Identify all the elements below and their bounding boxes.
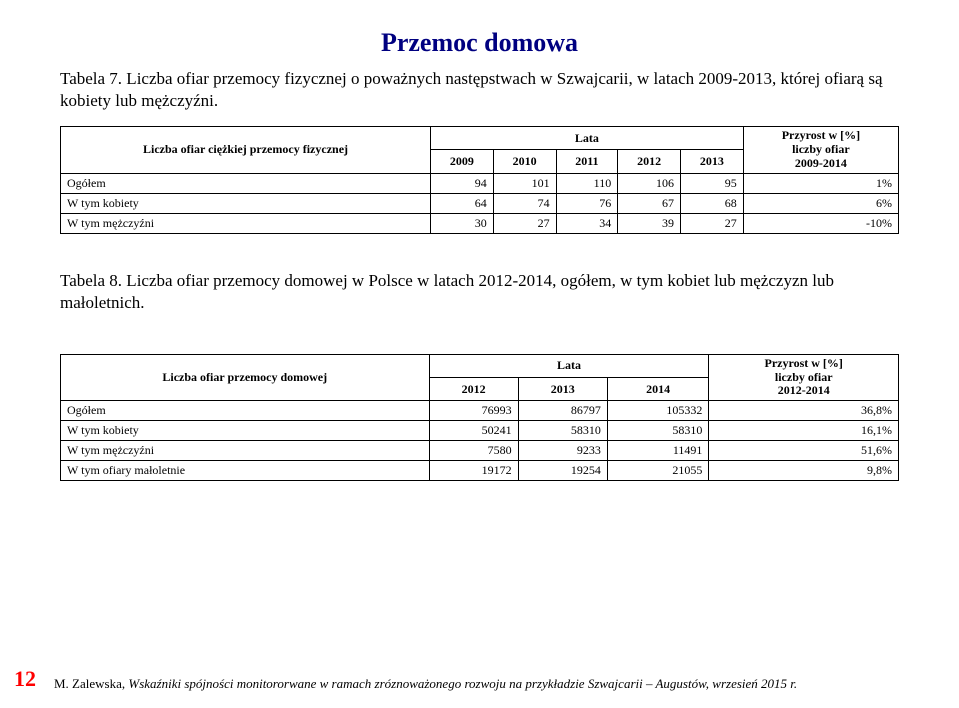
t2-r1-v0: 50241 xyxy=(429,421,518,441)
t1-r0-v0: 94 xyxy=(431,173,494,193)
t1-r0-v1: 101 xyxy=(493,173,556,193)
t2-r1-g: 16,1% xyxy=(709,421,899,441)
t1-r1-v4: 68 xyxy=(681,193,744,213)
table2-lata-header: Lata xyxy=(429,354,709,377)
table1-rowhead: Liczba ofiar ciężkiej przemocy fizycznej xyxy=(61,127,431,173)
table-row: W tym mężczyźni 7580 9233 11491 51,6% xyxy=(61,441,899,461)
t1-r1-v3: 67 xyxy=(618,193,681,213)
slide-page: Przemoc domowa Tabela 7. Liczba ofiar pr… xyxy=(0,0,959,708)
table-row: Ogółem 76993 86797 105332 36,8% xyxy=(61,401,899,421)
t1-r2-v4: 27 xyxy=(681,213,744,233)
spacer xyxy=(60,234,899,260)
table2-year-2: 2014 xyxy=(607,377,709,400)
table1-lata-header: Lata xyxy=(431,127,744,150)
table1-year-3: 2012 xyxy=(618,150,681,173)
t2-r0-v0: 76993 xyxy=(429,401,518,421)
table-row: W tym ofiary małoletnie 19172 19254 2105… xyxy=(61,461,899,481)
t2-r2-label: W tym mężczyźni xyxy=(61,441,430,461)
t1-r1-g: 6% xyxy=(743,193,898,213)
t2-r0-label: Ogółem xyxy=(61,401,430,421)
t2-r2-g: 51,6% xyxy=(709,441,899,461)
t1-r1-label: W tym kobiety xyxy=(61,193,431,213)
t2-r3-v0: 19172 xyxy=(429,461,518,481)
t2-r1-v2: 58310 xyxy=(607,421,709,441)
t2-r1-label: W tym kobiety xyxy=(61,421,430,441)
t2-r0-v2: 105332 xyxy=(607,401,709,421)
t1-r0-g: 1% xyxy=(743,173,898,193)
table2-growth-l3: 2012-2014 xyxy=(778,383,830,397)
page-number: 12 xyxy=(0,666,54,692)
t1-r2-v3: 39 xyxy=(618,213,681,233)
table2-growth-header: Przyrost w [%] liczby ofiar 2012-2014 xyxy=(709,354,899,400)
table1-growth-l1: Przyrost w [%] xyxy=(782,128,860,142)
t1-r0-label: Ogółem xyxy=(61,173,431,193)
t1-r2-v1: 27 xyxy=(493,213,556,233)
table2-header-row1: Liczba ofiar przemocy domowej Lata Przyr… xyxy=(61,354,899,377)
footer-text: M. Zalewska, Wskaźniki spójności monitor… xyxy=(54,676,797,692)
t1-r2-v2: 34 xyxy=(556,213,618,233)
t2-r3-v1: 19254 xyxy=(518,461,607,481)
table-row: W tym mężczyźni 30 27 34 39 27 -10% xyxy=(61,213,899,233)
table1-header-row1: Liczba ofiar ciężkiej przemocy fizycznej… xyxy=(61,127,899,150)
footer: 12 M. Zalewska, Wskaźniki spójności moni… xyxy=(0,666,959,692)
t1-r2-v0: 30 xyxy=(431,213,494,233)
table1-year-0: 2009 xyxy=(431,150,494,173)
table2-year-1: 2013 xyxy=(518,377,607,400)
t2-r2-v1: 9233 xyxy=(518,441,607,461)
table2-growth-l1: Przyrost w [%] xyxy=(764,356,842,370)
table1-growth-l3: 2009-2014 xyxy=(795,156,847,170)
table2-year-0: 2012 xyxy=(429,377,518,400)
t2-r2-v2: 11491 xyxy=(607,441,709,461)
t2-r0-v1: 86797 xyxy=(518,401,607,421)
table1-year-4: 2013 xyxy=(681,150,744,173)
t1-r0-v2: 110 xyxy=(556,173,618,193)
table2-rowhead: Liczba ofiar przemocy domowej xyxy=(61,354,430,400)
t1-r1-v0: 64 xyxy=(431,193,494,213)
spacer xyxy=(60,328,899,354)
table2: Liczba ofiar przemocy domowej Lata Przyr… xyxy=(60,354,899,481)
t1-r1-v2: 76 xyxy=(556,193,618,213)
slide-title: Przemoc domowa xyxy=(60,28,899,58)
table1-caption: Tabela 7. Liczba ofiar przemocy fizyczne… xyxy=(60,68,899,112)
t2-r3-label: W tym ofiary małoletnie xyxy=(61,461,430,481)
table-row: Ogółem 94 101 110 106 95 1% xyxy=(61,173,899,193)
table-row: W tym kobiety 50241 58310 58310 16,1% xyxy=(61,421,899,441)
table2-growth-l2: liczby ofiar xyxy=(775,370,833,384)
table-row: W tym kobiety 64 74 76 67 68 6% xyxy=(61,193,899,213)
t1-r0-v4: 95 xyxy=(681,173,744,193)
t2-r0-g: 36,8% xyxy=(709,401,899,421)
table1-year-1: 2010 xyxy=(493,150,556,173)
t2-r2-v0: 7580 xyxy=(429,441,518,461)
t2-r1-v1: 58310 xyxy=(518,421,607,441)
t1-r2-g: -10% xyxy=(743,213,898,233)
table1: Liczba ofiar ciężkiej przemocy fizycznej… xyxy=(60,126,899,233)
t2-r3-g: 9,8% xyxy=(709,461,899,481)
t1-r0-v3: 106 xyxy=(618,173,681,193)
table1-year-2: 2011 xyxy=(556,150,618,173)
table1-growth-header: Przyrost w [%] liczby ofiar 2009-2014 xyxy=(743,127,898,173)
t1-r1-v1: 74 xyxy=(493,193,556,213)
t1-r2-label: W tym mężczyźni xyxy=(61,213,431,233)
footer-citation: Wskaźniki spójności monitororwane w rama… xyxy=(128,676,797,691)
table2-caption: Tabela 8. Liczba ofiar przemocy domowej … xyxy=(60,270,899,314)
footer-author: M. Zalewska, xyxy=(54,676,128,691)
t2-r3-v2: 21055 xyxy=(607,461,709,481)
table1-growth-l2: liczby ofiar xyxy=(792,142,850,156)
